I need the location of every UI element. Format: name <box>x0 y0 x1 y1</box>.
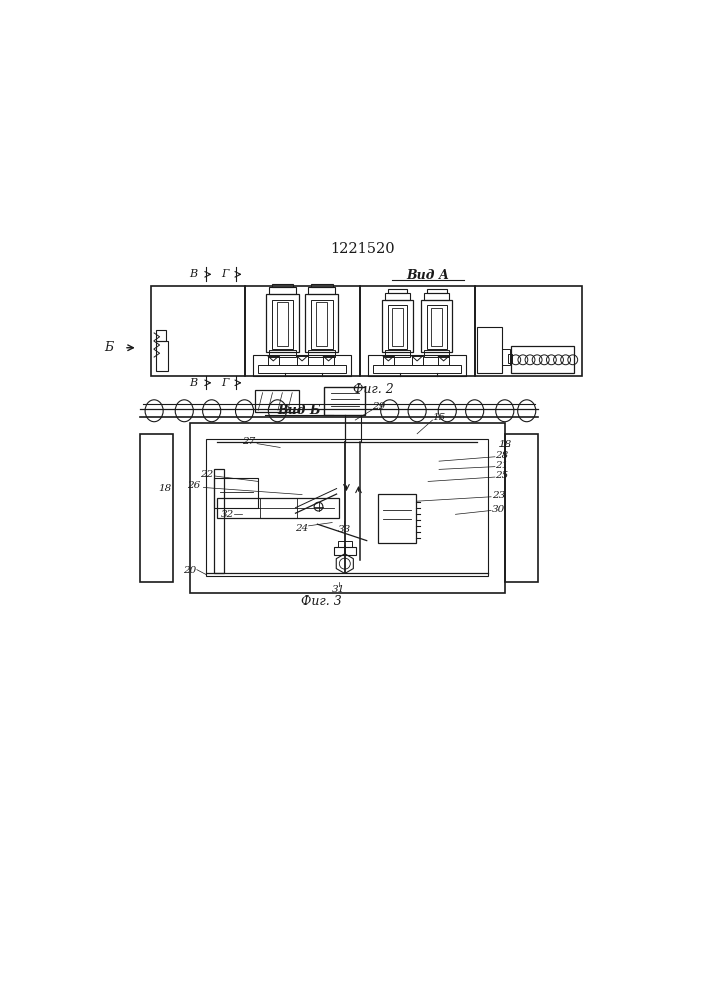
Bar <box>387 289 407 293</box>
Bar <box>255 390 299 412</box>
Bar <box>269 287 296 294</box>
Bar <box>325 387 366 415</box>
Text: Вид Б: Вид Б <box>278 404 321 417</box>
Bar <box>334 547 356 555</box>
Text: 20: 20 <box>183 566 197 575</box>
Bar <box>477 327 502 373</box>
Text: 18: 18 <box>158 484 172 493</box>
Bar <box>438 356 449 365</box>
Bar <box>505 434 538 582</box>
Text: 29: 29 <box>372 402 385 411</box>
Bar <box>253 355 351 376</box>
Text: Фиг. 2: Фиг. 2 <box>353 383 394 396</box>
Bar <box>258 365 346 373</box>
Text: 1221520: 1221520 <box>330 242 395 256</box>
Text: Г: Г <box>221 269 228 279</box>
Text: 21: 21 <box>496 461 508 470</box>
Bar <box>360 286 474 376</box>
Bar <box>310 284 332 287</box>
Text: 23: 23 <box>491 491 505 500</box>
Bar <box>368 355 467 376</box>
Bar <box>214 469 224 573</box>
Bar <box>271 300 293 349</box>
Bar <box>269 350 296 357</box>
Bar <box>383 356 394 365</box>
Bar <box>378 494 416 543</box>
Text: 28: 28 <box>496 451 508 460</box>
Text: Вид А: Вид А <box>407 269 450 282</box>
Bar <box>385 293 410 300</box>
Text: 15: 15 <box>433 413 445 422</box>
Bar <box>421 300 452 352</box>
Bar <box>424 293 449 300</box>
Bar <box>277 302 288 346</box>
Text: 27: 27 <box>242 437 255 446</box>
Bar <box>323 356 334 365</box>
Text: 33: 33 <box>338 525 351 534</box>
Bar <box>245 286 360 376</box>
Bar <box>373 365 461 373</box>
Text: 25: 25 <box>496 471 508 480</box>
Bar <box>424 350 449 357</box>
Bar <box>268 356 279 365</box>
Bar <box>308 287 335 294</box>
Bar <box>206 439 489 576</box>
Bar <box>502 349 510 365</box>
Bar <box>297 356 308 365</box>
Text: Г: Г <box>221 378 228 388</box>
Bar <box>427 305 447 349</box>
Text: 32: 32 <box>221 510 233 519</box>
Text: В: В <box>189 269 197 279</box>
Bar <box>511 346 574 373</box>
Bar <box>411 356 423 365</box>
Bar <box>214 478 258 508</box>
Bar <box>338 541 352 547</box>
Bar <box>431 308 442 346</box>
Bar <box>266 294 299 352</box>
Bar <box>151 286 245 376</box>
Bar <box>189 423 505 593</box>
Text: Б: Б <box>104 341 113 354</box>
Bar <box>508 354 512 363</box>
Bar <box>474 286 582 376</box>
Bar <box>385 350 410 357</box>
Bar <box>156 341 168 371</box>
Bar <box>305 294 338 352</box>
Text: 18: 18 <box>498 440 511 449</box>
Bar <box>387 305 407 349</box>
Bar <box>141 434 173 582</box>
Text: В: В <box>189 378 197 388</box>
Text: 26: 26 <box>187 481 201 490</box>
Text: 24: 24 <box>296 524 309 533</box>
Bar <box>392 308 403 346</box>
Text: 31: 31 <box>332 585 346 594</box>
Bar <box>271 284 293 287</box>
Bar <box>382 300 413 352</box>
Text: Фиг. 3: Фиг. 3 <box>301 595 341 608</box>
Bar <box>156 330 165 341</box>
Bar <box>316 302 327 346</box>
Text: 22: 22 <box>199 470 213 479</box>
Bar <box>308 350 335 357</box>
Bar <box>427 289 447 293</box>
Bar <box>217 498 339 518</box>
Bar <box>310 300 332 349</box>
Text: 30: 30 <box>491 505 505 514</box>
